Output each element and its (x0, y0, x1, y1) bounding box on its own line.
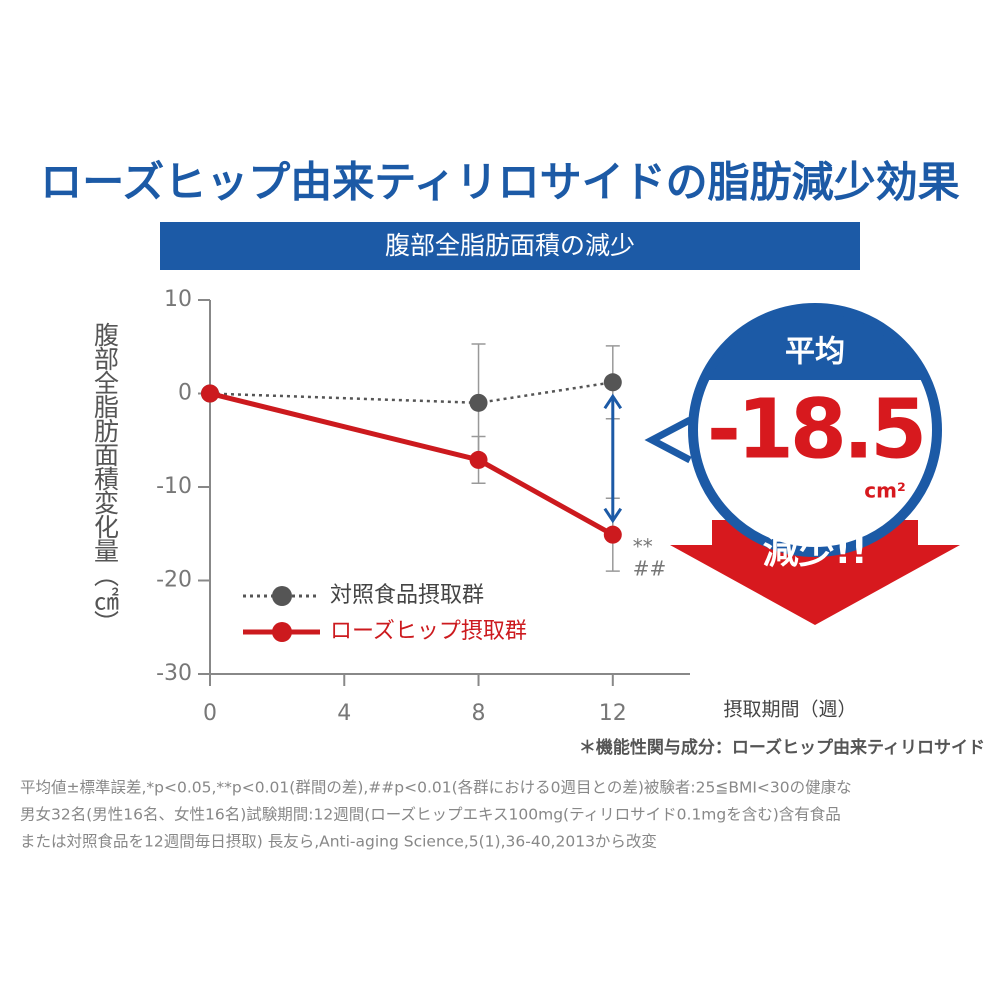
significance-mark: ** (633, 535, 653, 559)
footnote-line: 平均値±標準誤差,*p<0.05,**p<0.01(群間の差),##p<0.01… (20, 779, 852, 797)
significance-mark: ## (633, 557, 667, 581)
data-point (603, 525, 622, 544)
x-tick-label: 0 (203, 701, 217, 726)
legend-marker (272, 586, 292, 606)
series-line (209, 391, 615, 537)
y-axis-label: 腹部全脂肪面積変化量（㎠） (91, 322, 120, 634)
footnote-line: 男女32名(男性16名、女性16名)試験期間:12週間(ローズヒップエキス100… (20, 805, 841, 824)
x-tick-label: 4 (337, 701, 351, 726)
data-point (603, 373, 622, 392)
data-point (469, 393, 488, 412)
callout-ring (688, 303, 942, 557)
callout-value: -18.5 (707, 382, 923, 477)
legend-label: 対照食品摂取群 (330, 583, 484, 608)
y-tick-label: -10 (156, 474, 192, 499)
x-tick-label: 8 (472, 701, 486, 726)
y-tick-label: -20 (156, 568, 192, 593)
callout-heading: 平均 (785, 335, 845, 370)
less-than-sign (644, 416, 692, 464)
data-point (469, 450, 488, 469)
data-point (201, 384, 219, 403)
callout-unit: cm² (864, 479, 905, 503)
callout-footer: 減少!! (763, 531, 868, 572)
legend-label: ローズヒップ摂取群 (330, 619, 527, 644)
x-axis-label: 摂取期間（週） (723, 699, 856, 721)
y-tick-label: 10 (164, 287, 192, 312)
note: ＊機能性関与成分：ローズヒップ由来ティリロサイド (579, 737, 985, 758)
x-tick-label: 12 (599, 701, 627, 726)
legend-marker (272, 622, 292, 642)
subtitle-bar (160, 222, 860, 270)
series-line (209, 381, 613, 405)
chart-title: ローズヒップ由来ティリロサイドの脂肪減少効果 (40, 158, 959, 207)
footnote-line: または対照食品を12週間毎日摂取) 長友ら,Anti-aging Science… (20, 833, 657, 851)
difference-arrow-head (603, 393, 623, 524)
y-tick-label: 0 (178, 381, 192, 406)
callout-arrow (670, 520, 960, 625)
y-tick-label: -30 (156, 661, 192, 686)
chart-subtitle: 腹部全脂肪面積の減少 (385, 231, 635, 260)
